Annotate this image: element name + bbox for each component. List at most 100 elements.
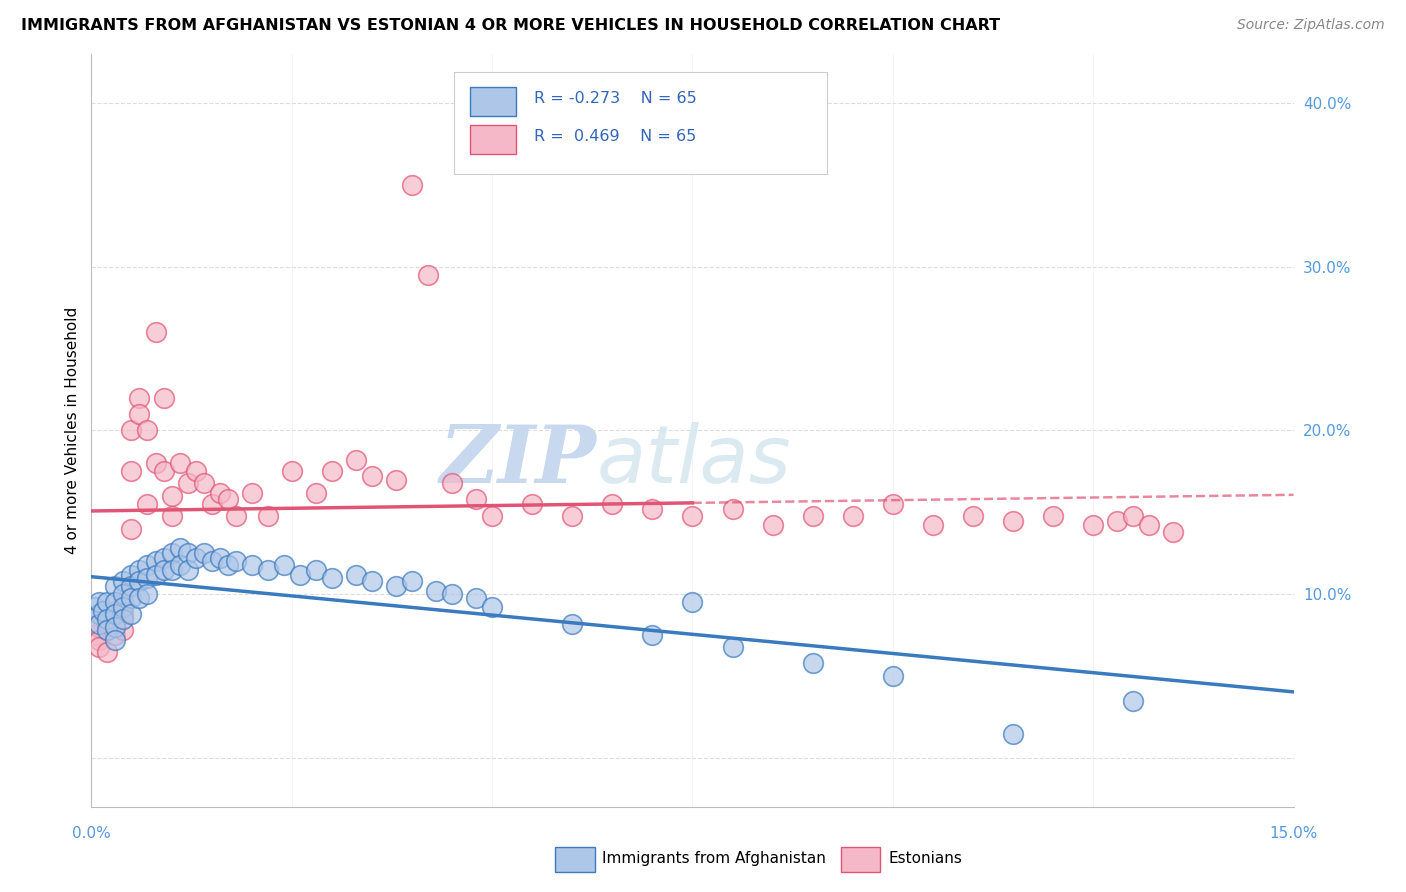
Point	[104, 607, 127, 621]
Point	[152, 464, 174, 478]
Point	[1107, 514, 1129, 528]
Point	[96, 624, 118, 638]
Point	[425, 584, 447, 599]
Point	[193, 546, 215, 560]
Point	[104, 633, 127, 648]
Point	[84, 628, 107, 642]
Point	[145, 456, 167, 470]
Point	[104, 595, 127, 609]
Point	[136, 558, 159, 572]
Point	[465, 591, 488, 605]
Point	[136, 424, 159, 438]
Point	[89, 595, 111, 609]
Point	[128, 563, 150, 577]
Point	[416, 268, 439, 282]
Point	[160, 489, 183, 503]
Point	[721, 502, 744, 516]
Point	[641, 502, 664, 516]
Point	[176, 546, 198, 560]
Point	[385, 473, 408, 487]
Point	[96, 644, 118, 658]
Point	[121, 607, 143, 621]
Point	[169, 541, 191, 556]
Point	[240, 558, 263, 572]
Point	[96, 616, 118, 631]
Point	[145, 567, 167, 582]
Point	[136, 497, 159, 511]
Point	[1042, 508, 1064, 523]
Point	[128, 591, 150, 605]
Point	[152, 563, 174, 577]
Point	[641, 628, 664, 642]
Point	[89, 620, 111, 634]
Point	[1001, 726, 1024, 740]
Point	[481, 508, 503, 523]
Point	[112, 574, 135, 589]
Point	[465, 492, 488, 507]
Point	[128, 407, 150, 421]
Text: IMMIGRANTS FROM AFGHANISTAN VS ESTONIAN 4 OR MORE VEHICLES IN HOUSEHOLD CORRELAT: IMMIGRANTS FROM AFGHANISTAN VS ESTONIAN …	[21, 18, 1000, 33]
Point	[801, 656, 824, 670]
Point	[801, 508, 824, 523]
Point	[169, 456, 191, 470]
Point	[1001, 514, 1024, 528]
Point	[136, 571, 159, 585]
Point	[385, 579, 408, 593]
Text: R = -0.273    N = 65: R = -0.273 N = 65	[534, 91, 696, 106]
Point	[360, 574, 382, 589]
Point	[1163, 524, 1185, 539]
Point	[273, 558, 295, 572]
Text: ZIP: ZIP	[440, 422, 596, 500]
Point	[1122, 694, 1144, 708]
Point	[602, 497, 624, 511]
Point	[217, 558, 239, 572]
Point	[922, 518, 945, 533]
Point	[561, 616, 583, 631]
Point	[89, 633, 111, 648]
Point	[84, 600, 107, 615]
Point	[401, 178, 423, 192]
Point	[1122, 508, 1144, 523]
Point	[240, 485, 263, 500]
Point	[256, 508, 278, 523]
Text: Immigrants from Afghanistan: Immigrants from Afghanistan	[602, 851, 825, 865]
Text: 0.0%: 0.0%	[72, 827, 111, 841]
Point	[169, 558, 191, 572]
Point	[201, 554, 224, 568]
Point	[208, 485, 231, 500]
Point	[305, 485, 328, 500]
Point	[128, 391, 150, 405]
Point	[360, 469, 382, 483]
Point	[176, 563, 198, 577]
Point	[89, 607, 111, 621]
Point	[112, 600, 135, 615]
Point	[201, 497, 224, 511]
Point	[681, 595, 703, 609]
Point	[208, 551, 231, 566]
Point	[1137, 518, 1160, 533]
Point	[145, 325, 167, 339]
Point	[193, 475, 215, 490]
Point	[104, 616, 127, 631]
Point	[121, 579, 143, 593]
Point	[217, 492, 239, 507]
Point	[176, 475, 198, 490]
FancyBboxPatch shape	[454, 72, 827, 174]
Point	[136, 587, 159, 601]
Point	[440, 475, 463, 490]
Point	[121, 591, 143, 605]
Point	[344, 567, 367, 582]
Point	[160, 563, 183, 577]
Point	[681, 508, 703, 523]
Point	[121, 522, 143, 536]
Point	[104, 628, 127, 642]
Point	[225, 508, 247, 523]
Point	[152, 551, 174, 566]
Point	[96, 612, 118, 626]
Point	[96, 595, 118, 609]
Point	[89, 640, 111, 654]
Point	[121, 567, 143, 582]
Point	[104, 579, 127, 593]
Point	[962, 508, 984, 523]
Point	[112, 607, 135, 621]
